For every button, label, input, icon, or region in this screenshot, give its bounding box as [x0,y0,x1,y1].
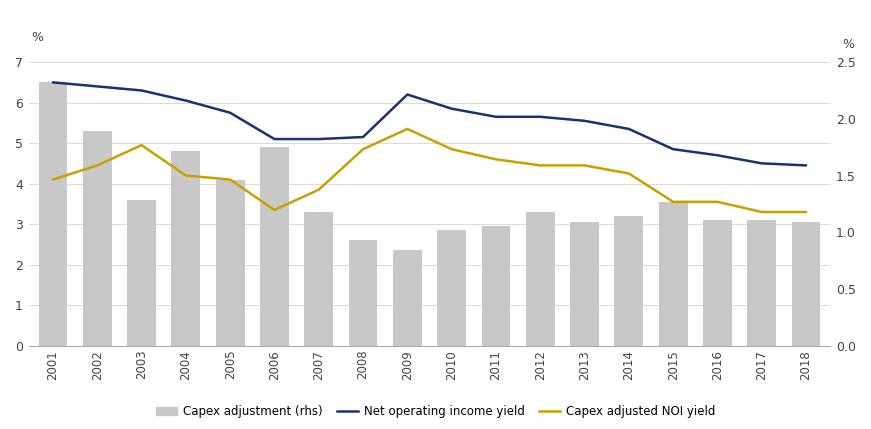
Bar [127,200,156,346]
Text: %: % [30,31,43,44]
Bar [393,251,422,346]
Bar [792,222,820,346]
Bar [172,151,200,346]
Bar [571,222,599,346]
Bar [658,202,687,346]
Bar [703,220,732,346]
Bar [526,212,555,346]
Bar [38,82,67,346]
Bar [614,216,644,346]
Text: %: % [842,38,854,51]
Bar [216,180,245,346]
Bar [747,220,776,346]
Bar [83,131,111,346]
Bar [304,212,333,346]
Legend: Capex adjustment (rhs), Net operating income yield, Capex adjusted NOI yield: Capex adjustment (rhs), Net operating in… [151,401,720,423]
Bar [482,226,510,346]
Bar [437,230,466,346]
Bar [348,240,377,346]
Bar [260,147,289,346]
